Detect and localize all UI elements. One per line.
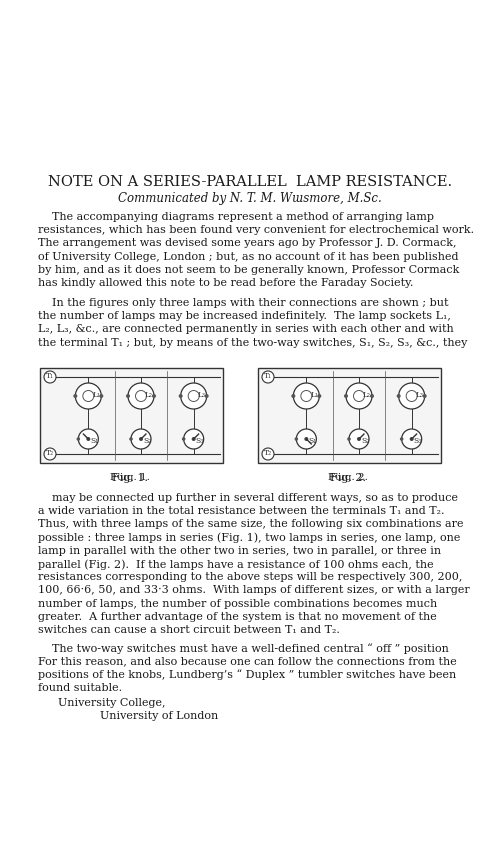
- Circle shape: [188, 390, 199, 401]
- Circle shape: [346, 383, 372, 409]
- Circle shape: [301, 390, 312, 401]
- Text: T₂: T₂: [46, 449, 54, 457]
- Text: resistances corresponding to the above steps will be respectively 300, 200,: resistances corresponding to the above s…: [38, 572, 463, 582]
- Circle shape: [86, 437, 90, 441]
- Circle shape: [136, 390, 146, 401]
- Text: L₃: L₃: [198, 391, 205, 399]
- Circle shape: [129, 437, 133, 441]
- Text: University of London: University of London: [100, 711, 218, 721]
- Text: a wide variation in the total resistance between the terminals T₁ and T₂.: a wide variation in the total resistance…: [38, 506, 444, 516]
- Text: the number of lamps may be increased indefinitely.  The lamp sockets L₁,: the number of lamps may be increased ind…: [38, 311, 451, 321]
- Text: positions of the knobs, Lundberg’s “ Duplex ” tumbler switches have been: positions of the knobs, Lundberg’s “ Dup…: [38, 669, 456, 680]
- Circle shape: [131, 429, 151, 449]
- Text: T₁: T₁: [264, 372, 272, 380]
- Text: 100, 66·6, 50, and 33·3 ohms.  With lamps of different sizes, or with a larger: 100, 66·6, 50, and 33·3 ohms. With lamps…: [38, 585, 470, 595]
- Circle shape: [182, 437, 186, 441]
- Text: S₂: S₂: [361, 437, 369, 445]
- Text: Fɯg. 1.: Fɯg. 1.: [110, 473, 150, 482]
- Text: L₂: L₂: [363, 391, 371, 399]
- Circle shape: [204, 394, 208, 398]
- Text: L₁: L₁: [92, 391, 100, 399]
- Circle shape: [178, 394, 182, 398]
- Text: Fɯg. 2.: Fɯg. 2.: [328, 473, 368, 482]
- Circle shape: [400, 437, 404, 441]
- Text: greater.  A further advantage of the system is that no movement of the: greater. A further advantage of the syst…: [38, 611, 437, 621]
- Circle shape: [294, 383, 320, 409]
- Text: Thus, with three lamps of the same size, the following six combinations are: Thus, with three lamps of the same size,…: [38, 520, 464, 529]
- Circle shape: [292, 394, 296, 398]
- Circle shape: [184, 429, 204, 449]
- Text: L₂, L₃, &c., are connected permanently in series with each other and with: L₂, L₃, &c., are connected permanently i…: [38, 325, 454, 335]
- Circle shape: [349, 429, 369, 449]
- Text: switches can cause a short circuit between T₁ and T₂.: switches can cause a short circuit betwe…: [38, 625, 340, 635]
- Text: has kindly allowed this note to be read before the Faraday Society.: has kindly allowed this note to be read …: [38, 278, 414, 288]
- Circle shape: [262, 371, 274, 383]
- Bar: [40, 368, 223, 463]
- Text: Communicated by N. T. M. Wɯsmore, M.Sc.: Communicated by N. T. M. Wɯsmore, M.Sc.: [118, 192, 382, 205]
- Text: the terminal T₁ ; but, by means of the two-way switches, S₁, S₂, S₃, &c., they: the terminal T₁ ; but, by means of the t…: [38, 337, 468, 347]
- Text: may be connected up further in several different ways, so as to produce: may be connected up further in several d…: [52, 493, 458, 503]
- Text: Fig. 2.: Fig. 2.: [330, 473, 366, 483]
- Text: University College,: University College,: [58, 698, 166, 708]
- Circle shape: [354, 390, 364, 401]
- Text: resistances, which has been found very convenient for electrochemical work.: resistances, which has been found very c…: [38, 225, 474, 235]
- Circle shape: [44, 448, 56, 460]
- Circle shape: [410, 437, 414, 441]
- Circle shape: [83, 390, 94, 401]
- Text: S₃: S₃: [196, 437, 204, 445]
- Text: The arrangement was devised some years ago by Professor J. D. Cormack,: The arrangement was devised some years a…: [38, 238, 457, 248]
- Text: Fig. 1.: Fig. 1.: [112, 473, 148, 483]
- Text: L₃: L₃: [416, 391, 424, 399]
- Text: NOTE ON A SERIES-PARALLEL  LAMP RESISTANCE.: NOTE ON A SERIES-PARALLEL LAMP RESISTANC…: [48, 175, 452, 189]
- Text: by him, and as it does not seem to be generally known, Professor Cormack: by him, and as it does not seem to be ge…: [38, 265, 460, 275]
- Circle shape: [74, 394, 78, 398]
- Text: of University College, London ; but, as no account of it has been published: of University College, London ; but, as …: [38, 251, 459, 262]
- Circle shape: [152, 394, 156, 398]
- Circle shape: [318, 394, 322, 398]
- Text: For this reason, and also because one can follow the connections from the: For this reason, and also because one ca…: [38, 656, 457, 666]
- Circle shape: [304, 437, 308, 441]
- Text: number of lamps, the number of possible combinations becomes much: number of lamps, the number of possible …: [38, 599, 437, 609]
- Circle shape: [396, 394, 400, 398]
- Text: lamp in parallel with the other two in series, two in parallel, or three in: lamp in parallel with the other two in s…: [38, 546, 441, 556]
- Text: parallel (Fig. 2).  If the lamps have a resistance of 100 ohms each, the: parallel (Fig. 2). If the lamps have a r…: [38, 559, 434, 569]
- Circle shape: [402, 429, 421, 449]
- Text: The two-way switches must have a well-defined central “ off ” position: The two-way switches must have a well-de…: [52, 643, 449, 653]
- Text: In the figures only three lamps with their connections are shown ; but: In the figures only three lamps with the…: [52, 298, 448, 308]
- Text: The accompanying diagrams represent a method of arranging lamp: The accompanying diagrams represent a me…: [52, 212, 434, 222]
- Text: S₂: S₂: [143, 437, 151, 445]
- Text: L₁: L₁: [310, 391, 318, 399]
- Circle shape: [126, 394, 130, 398]
- Circle shape: [344, 394, 348, 398]
- Circle shape: [44, 371, 56, 383]
- Text: T₁: T₁: [46, 372, 54, 380]
- Circle shape: [398, 383, 424, 409]
- Circle shape: [128, 383, 154, 409]
- Circle shape: [347, 437, 351, 441]
- Text: possible : three lamps in series (Fig. 1), two lamps in series, one lamp, one: possible : three lamps in series (Fig. 1…: [38, 532, 461, 543]
- Circle shape: [357, 437, 361, 441]
- Circle shape: [262, 448, 274, 460]
- Circle shape: [139, 437, 143, 441]
- Circle shape: [296, 429, 316, 449]
- Circle shape: [370, 394, 374, 398]
- Circle shape: [422, 394, 426, 398]
- Circle shape: [406, 390, 417, 401]
- Circle shape: [294, 437, 298, 441]
- Text: L₂: L₂: [145, 391, 153, 399]
- Circle shape: [76, 437, 80, 441]
- Circle shape: [78, 429, 98, 449]
- Circle shape: [100, 394, 103, 398]
- Text: T₂: T₂: [264, 449, 272, 457]
- Text: S₁: S₁: [90, 437, 98, 445]
- Circle shape: [192, 437, 196, 441]
- Text: S₃: S₃: [414, 437, 422, 445]
- Bar: [258, 368, 441, 463]
- Circle shape: [180, 383, 206, 409]
- Text: S₁: S₁: [308, 437, 316, 445]
- Circle shape: [76, 383, 102, 409]
- Text: found suitable.: found suitable.: [38, 683, 122, 693]
